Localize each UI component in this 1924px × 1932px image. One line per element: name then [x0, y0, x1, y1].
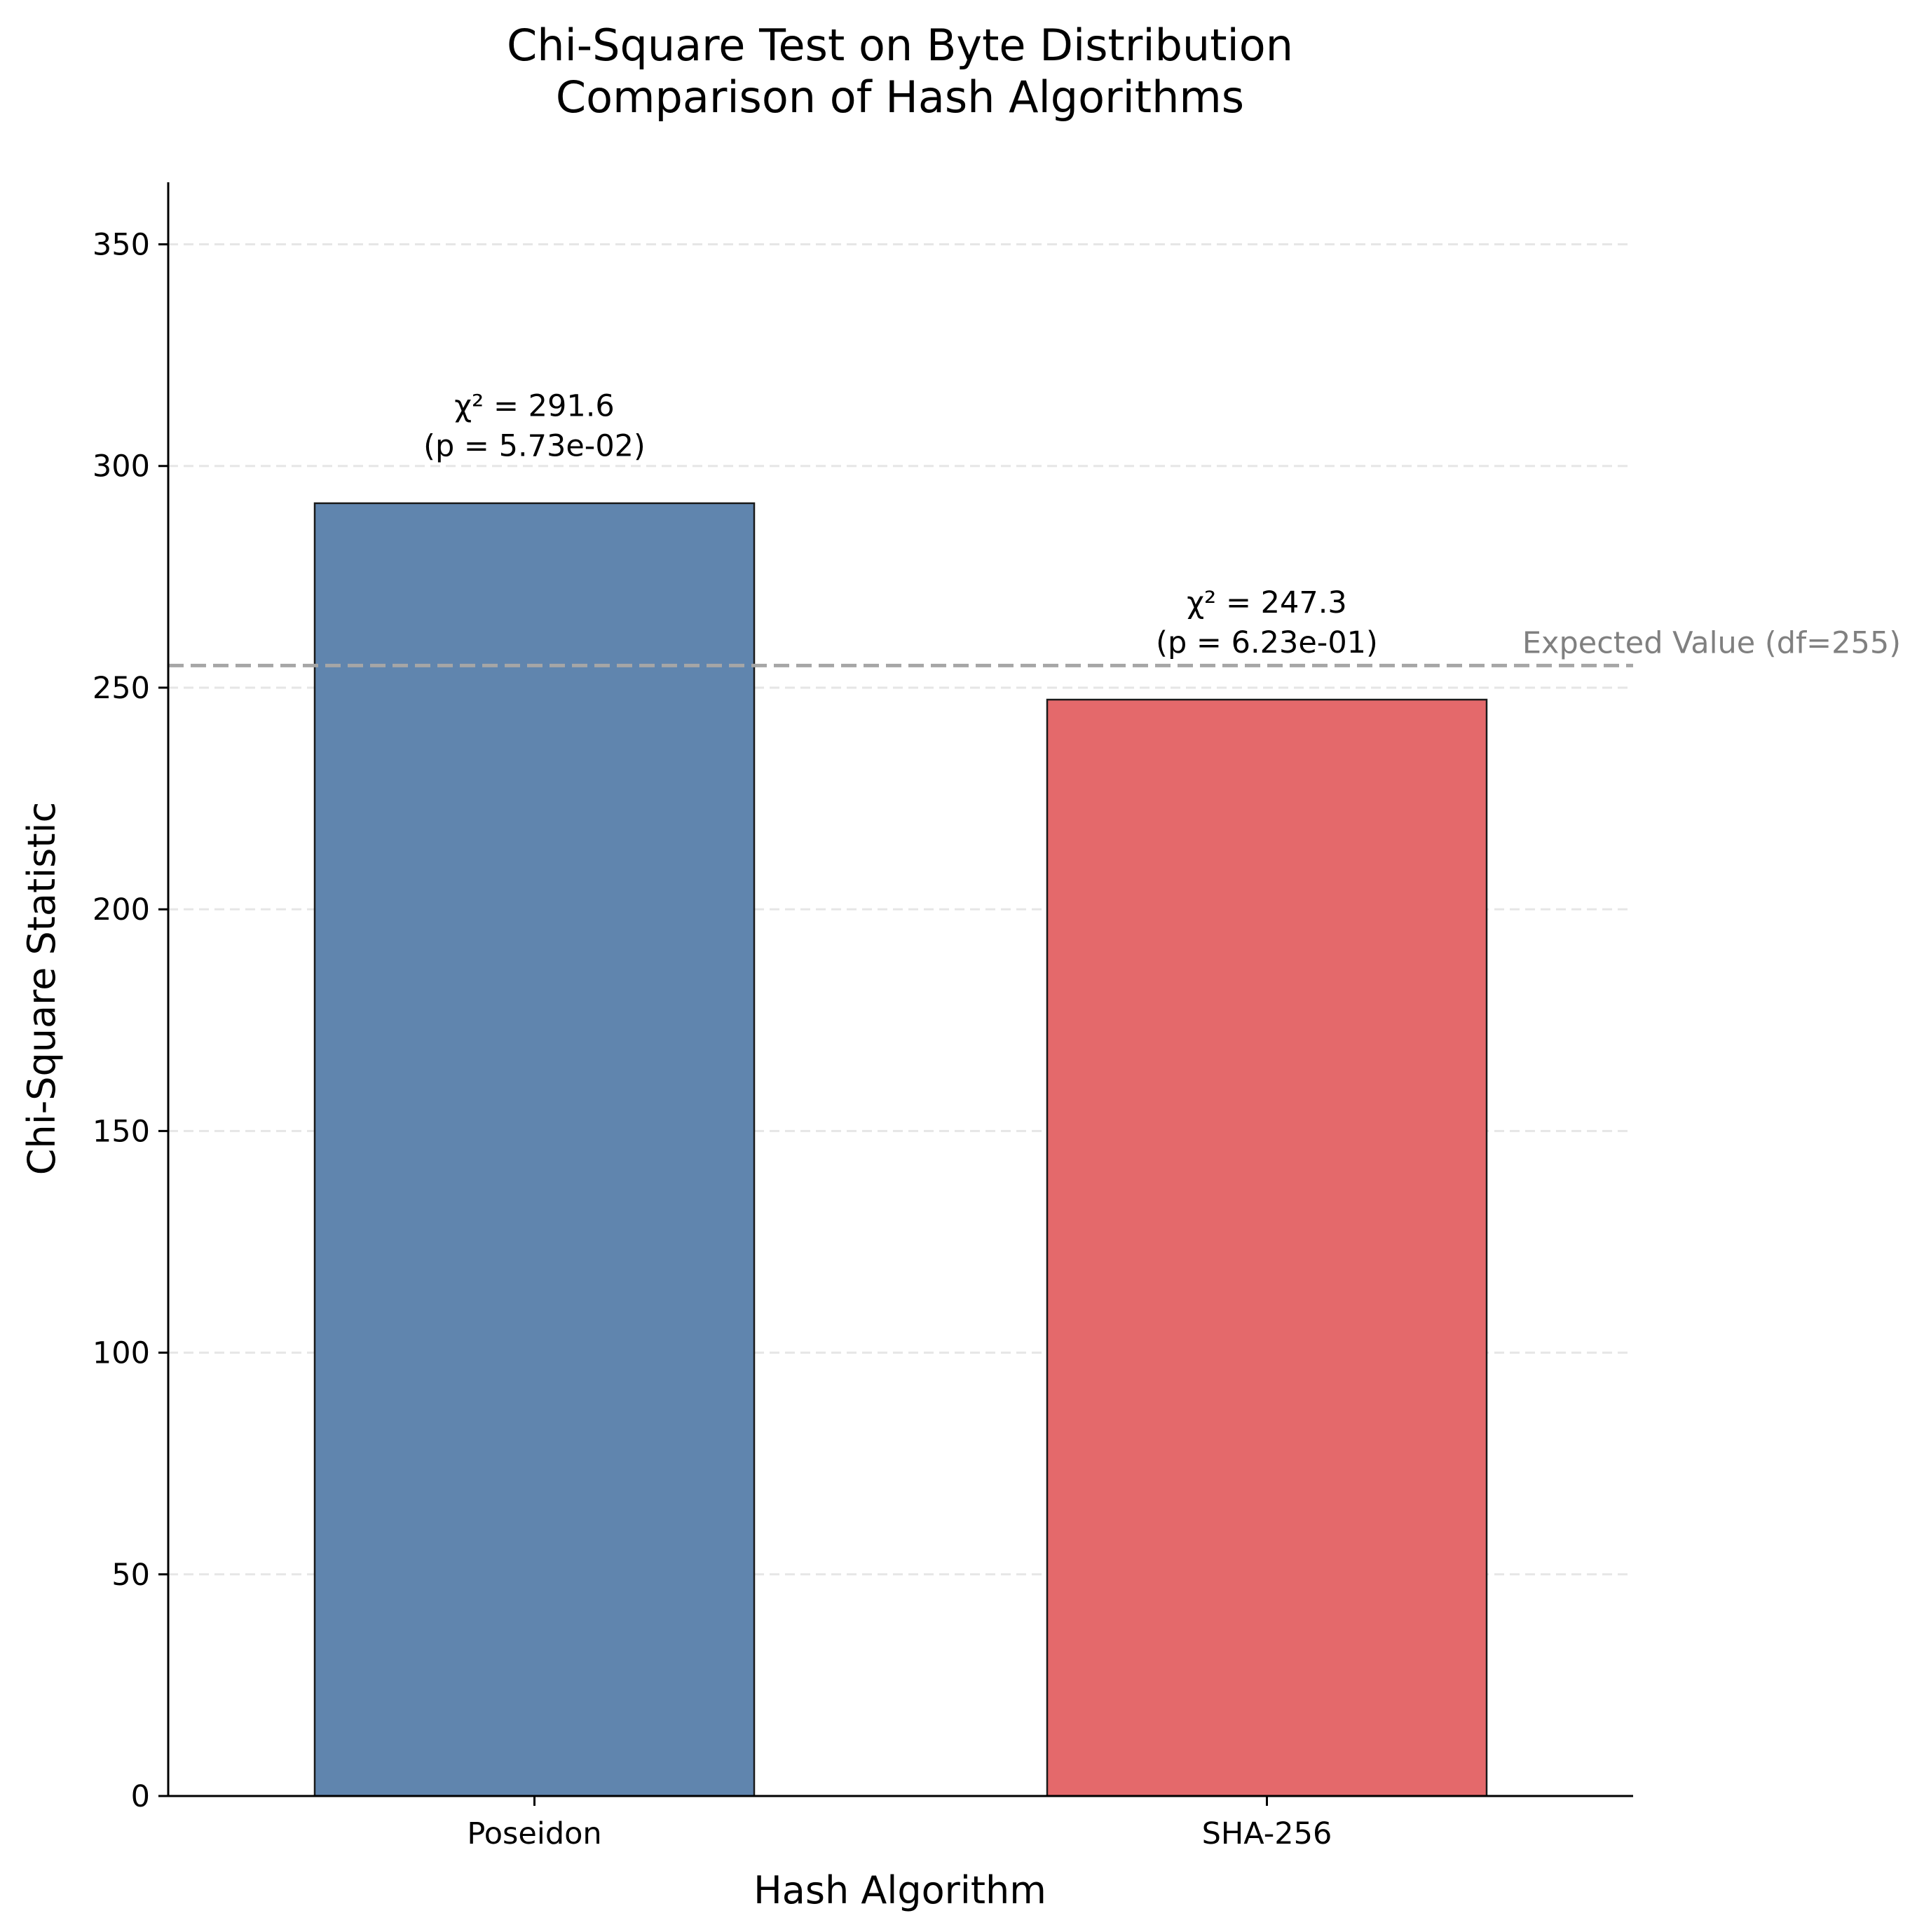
y-tick-label: 50: [111, 1558, 150, 1593]
y-tick-label: 200: [93, 892, 150, 927]
bar-value-label: χ² = 247.3: [1187, 585, 1347, 620]
ticks: 0 50 100 150 200 250 300 350 Poseidon SHA-256: [93, 228, 1332, 1851]
axes: [167, 182, 1633, 1797]
y-tick-label: 100: [93, 1336, 150, 1371]
bar-value-label: χ² = 291.6: [454, 389, 615, 424]
bar-sha-256: [1046, 698, 1488, 1797]
bar-pvalue-label: (p = 6.23e-01): [1156, 625, 1378, 660]
y-tick-label: 250: [93, 671, 150, 706]
expected-value-label: Expected Value (df=255): [1522, 625, 1901, 660]
y-tick-label: 150: [93, 1114, 150, 1149]
chart-title: Chi-Square Test on Byte Distribution: [507, 20, 1293, 71]
bars: [313, 502, 1488, 1797]
chart-subtitle: Comparison of Hash Algorithms: [556, 72, 1244, 123]
bar-poseidon: [313, 502, 756, 1797]
x-axis-label: Hash Algorithm: [753, 1868, 1046, 1912]
y-tick-label: 0: [131, 1779, 150, 1814]
y-axis-label: Chi-Square Statistic: [20, 802, 64, 1175]
x-tick-label: Poseidon: [467, 1816, 601, 1851]
y-tick-label: 350: [93, 228, 150, 263]
x-tick-label: SHA-256: [1202, 1816, 1332, 1851]
y-tick-label: 300: [93, 449, 150, 484]
reference-line-group: Expected Value (df=255): [168, 625, 1901, 667]
bar-pvalue-label: (p = 5.73e-02): [423, 429, 646, 464]
data-labels: χ² = 291.6 (p = 5.73e-02) χ² = 247.3 (p = 6…: [423, 389, 1378, 660]
